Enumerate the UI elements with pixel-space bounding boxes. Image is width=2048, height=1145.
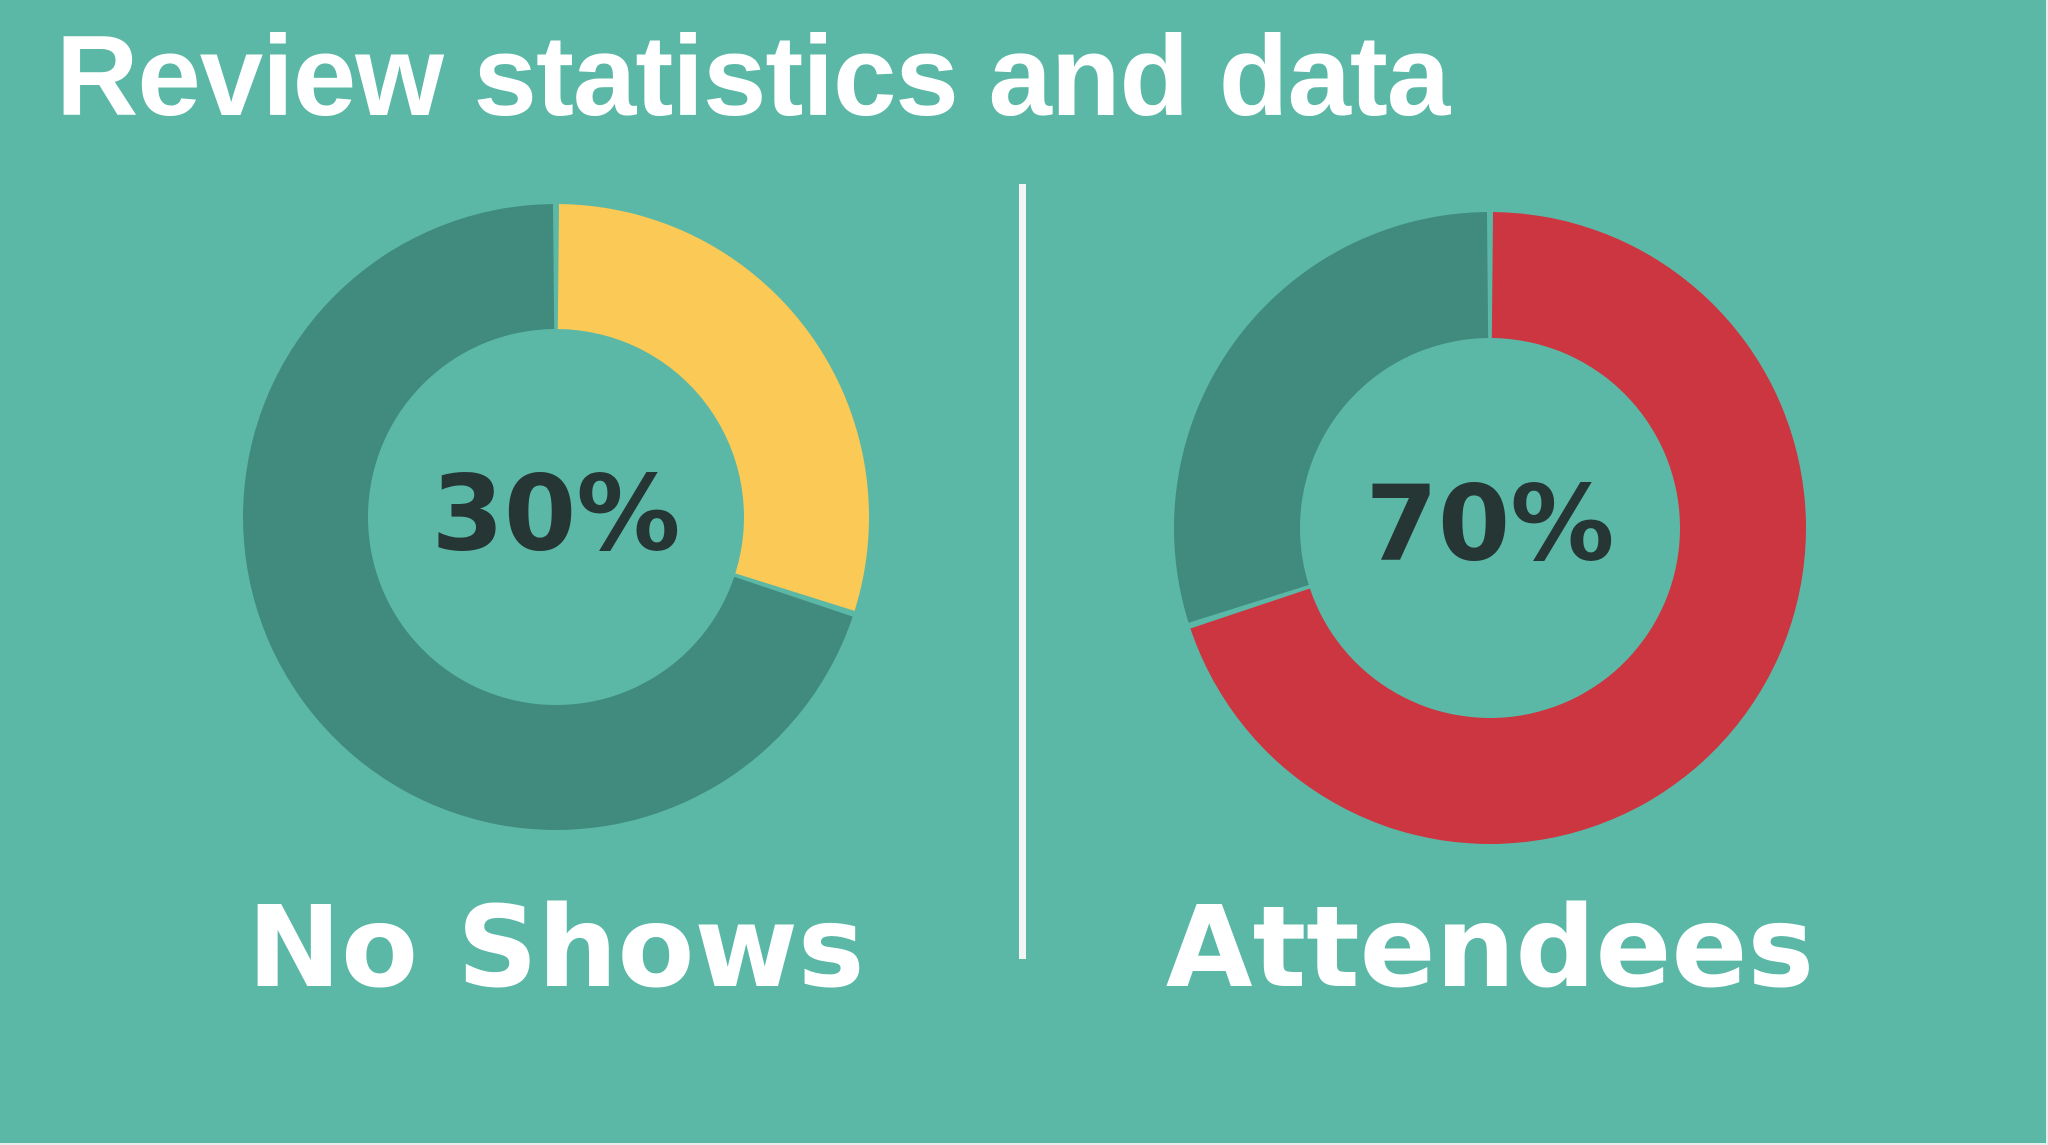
- donut-slice-attendees: [1190, 212, 1806, 845]
- donut-slice-no-shows: [557, 204, 869, 611]
- center-percentage-label: 30%: [432, 452, 681, 574]
- vertical-divider: [1019, 184, 1026, 959]
- donut-chart-no-shows: 30% No Shows: [242, 204, 869, 1013]
- chart-caption: No Shows: [247, 883, 864, 1013]
- donut-slice-remainder: [1174, 212, 1489, 623]
- donut-chart-attendees: 70% Attendees: [1166, 212, 1814, 1013]
- donut-slice-remainder: [242, 204, 853, 831]
- chart-caption: Attendees: [1166, 883, 1814, 1013]
- slide-title: Review statistics and data: [56, 13, 1450, 140]
- center-percentage-label: 70%: [1366, 462, 1615, 584]
